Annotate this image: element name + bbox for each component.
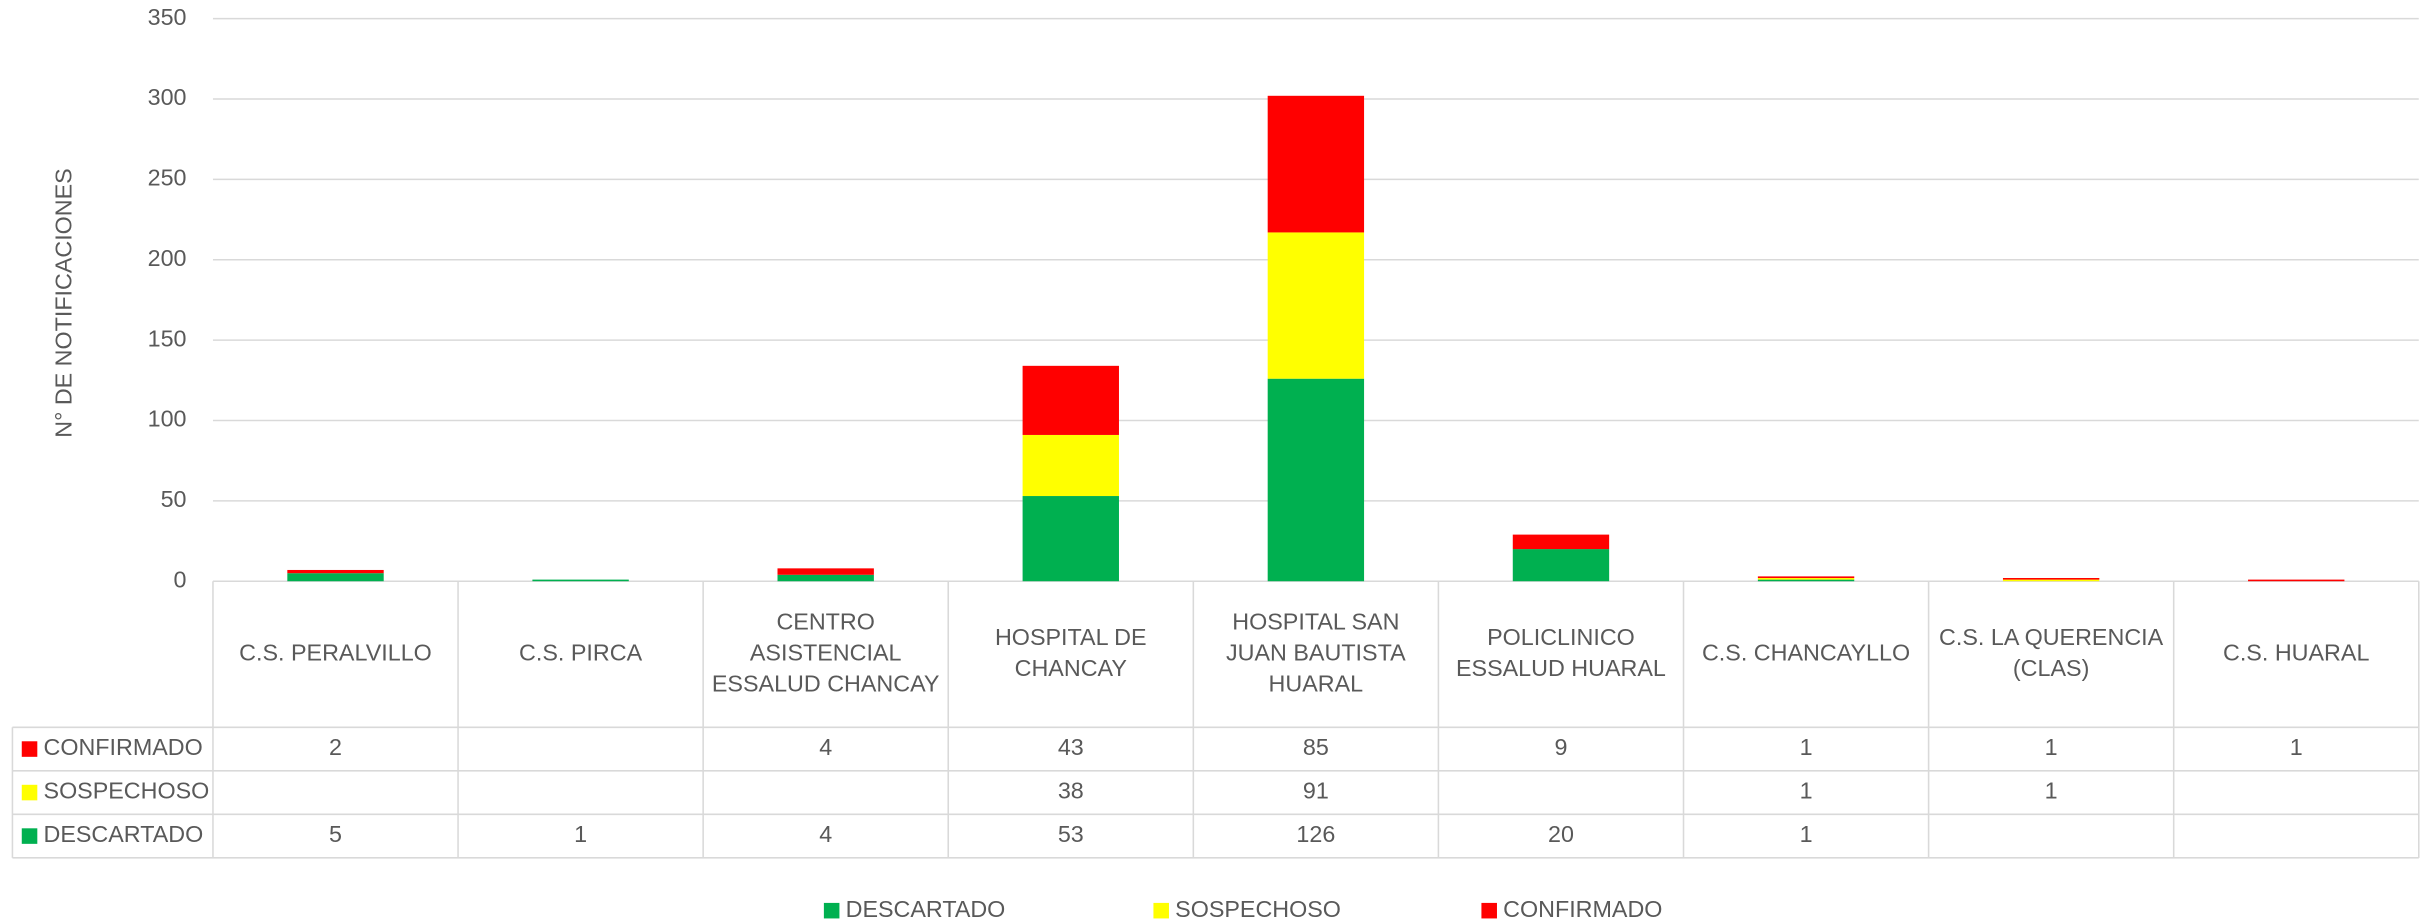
- table-value: 4: [819, 734, 832, 760]
- table-value: 4: [819, 821, 832, 847]
- y-tick-label: 250: [148, 165, 187, 191]
- bar-segment: [532, 579, 629, 582]
- x-tick-label: HOSPITAL DE CHANCAY: [994, 624, 1147, 683]
- bar-segment: [777, 574, 874, 582]
- x-tick-label: C.S. HUARAL: [2222, 640, 2370, 667]
- legend-key: [1153, 902, 1169, 919]
- bar-segment: [1757, 576, 1855, 579]
- table-value: 2: [329, 734, 342, 760]
- bar-segment: [1267, 95, 1365, 233]
- bar-segment: [1022, 434, 1119, 497]
- y-axis-title: N° DE NOTIFICACIONES: [50, 168, 76, 437]
- bar-segment: [1267, 378, 1365, 582]
- bar-segment: [1022, 496, 1119, 582]
- bar-segment: [2248, 579, 2345, 582]
- legend-key: [823, 902, 840, 919]
- table-value: 1: [1800, 778, 1813, 804]
- x-tick-label: HOSPITAL SAN JUAN BAUTISTA HUARAL: [1226, 608, 1406, 698]
- legend-key: [21, 741, 38, 757]
- row-label: SOSPECHOSO: [44, 778, 210, 804]
- category-cell: C.S. HUARAL: [2222, 640, 2370, 667]
- x-tick-label: C.S. LA QUERENCIA (CLAS): [1939, 624, 2164, 683]
- legend-label: SOSPECHOSO: [1175, 896, 1341, 920]
- y-tick-label: 200: [148, 245, 187, 271]
- table-value: 5: [329, 821, 342, 847]
- table-value: 1: [1800, 734, 1813, 760]
- y-tick-label: 150: [148, 325, 187, 351]
- bar-segment: [2002, 579, 2100, 582]
- category-cell: C.S. LA QUERENCIA (CLAS): [1939, 624, 2164, 683]
- category-cell: C.S. PIRCA: [519, 640, 643, 667]
- legend-key: [21, 828, 38, 844]
- bar-segment: [287, 569, 384, 574]
- bar-segment: [777, 568, 874, 575]
- y-tick-label: 300: [148, 84, 187, 110]
- legend-label: DESCARTADO: [846, 896, 1006, 920]
- table-value: 1: [574, 821, 587, 847]
- category-cell: CENTRO ASISTENCIAL ESSALUD CHANCAY: [711, 608, 940, 698]
- x-tick-label: POLICLINICO ESSALUD HUARAL: [1455, 624, 1666, 683]
- table-value: 9: [1554, 734, 1567, 760]
- y-tick-label: 0: [174, 566, 187, 592]
- category-cell: C.S. CHANCAYLLO: [1701, 640, 1911, 667]
- legend-label: CONFIRMADO: [1503, 896, 1662, 920]
- bar-segment: [1512, 534, 1610, 550]
- row-label: CONFIRMADO: [44, 734, 203, 760]
- table-value: 85: [1303, 734, 1329, 760]
- bar-segment: [1022, 365, 1119, 435]
- legend-key: [21, 784, 38, 801]
- x-tick-label: CENTRO ASISTENCIAL ESSALUD CHANCAY: [711, 608, 940, 698]
- y-tick-label: 100: [148, 406, 187, 432]
- table-value: 91: [1303, 778, 1329, 804]
- category-cell: POLICLINICO ESSALUD HUARAL: [1455, 624, 1666, 683]
- table-value: 20: [1548, 821, 1574, 847]
- table-value: 43: [1058, 734, 1084, 760]
- table-value: 126: [1296, 821, 1335, 847]
- table-value: 53: [1058, 821, 1084, 847]
- category-cell: HOSPITAL SAN JUAN BAUTISTA HUARAL: [1226, 608, 1406, 698]
- table-value: 38: [1058, 778, 1084, 804]
- category-cell: C.S. PERALVILLO: [239, 640, 432, 667]
- table-value: 1: [1800, 821, 1813, 847]
- bar-segment: [1757, 579, 1855, 582]
- x-tick-label: C.S. PIRCA: [519, 640, 643, 667]
- table-value: 1: [2290, 734, 2303, 760]
- x-tick-label: C.S. CHANCAYLLO: [1701, 640, 1911, 667]
- bar-segment: [1512, 549, 1610, 582]
- legend-key: [1481, 902, 1497, 919]
- row-label: DESCARTADO: [44, 821, 204, 847]
- y-tick-label: 50: [161, 486, 187, 512]
- table-value: 1: [2045, 734, 2058, 760]
- bar-segment: [287, 573, 384, 582]
- bar-segment: [1267, 232, 1365, 379]
- x-tick-label: C.S. PERALVILLO: [239, 640, 432, 667]
- bar-segment: [2002, 578, 2100, 580]
- y-tick-label: 350: [148, 4, 187, 30]
- bar-segment: [1757, 578, 1855, 580]
- category-cell: HOSPITAL DE CHANCAY: [994, 624, 1147, 683]
- table-value: 1: [2045, 778, 2058, 804]
